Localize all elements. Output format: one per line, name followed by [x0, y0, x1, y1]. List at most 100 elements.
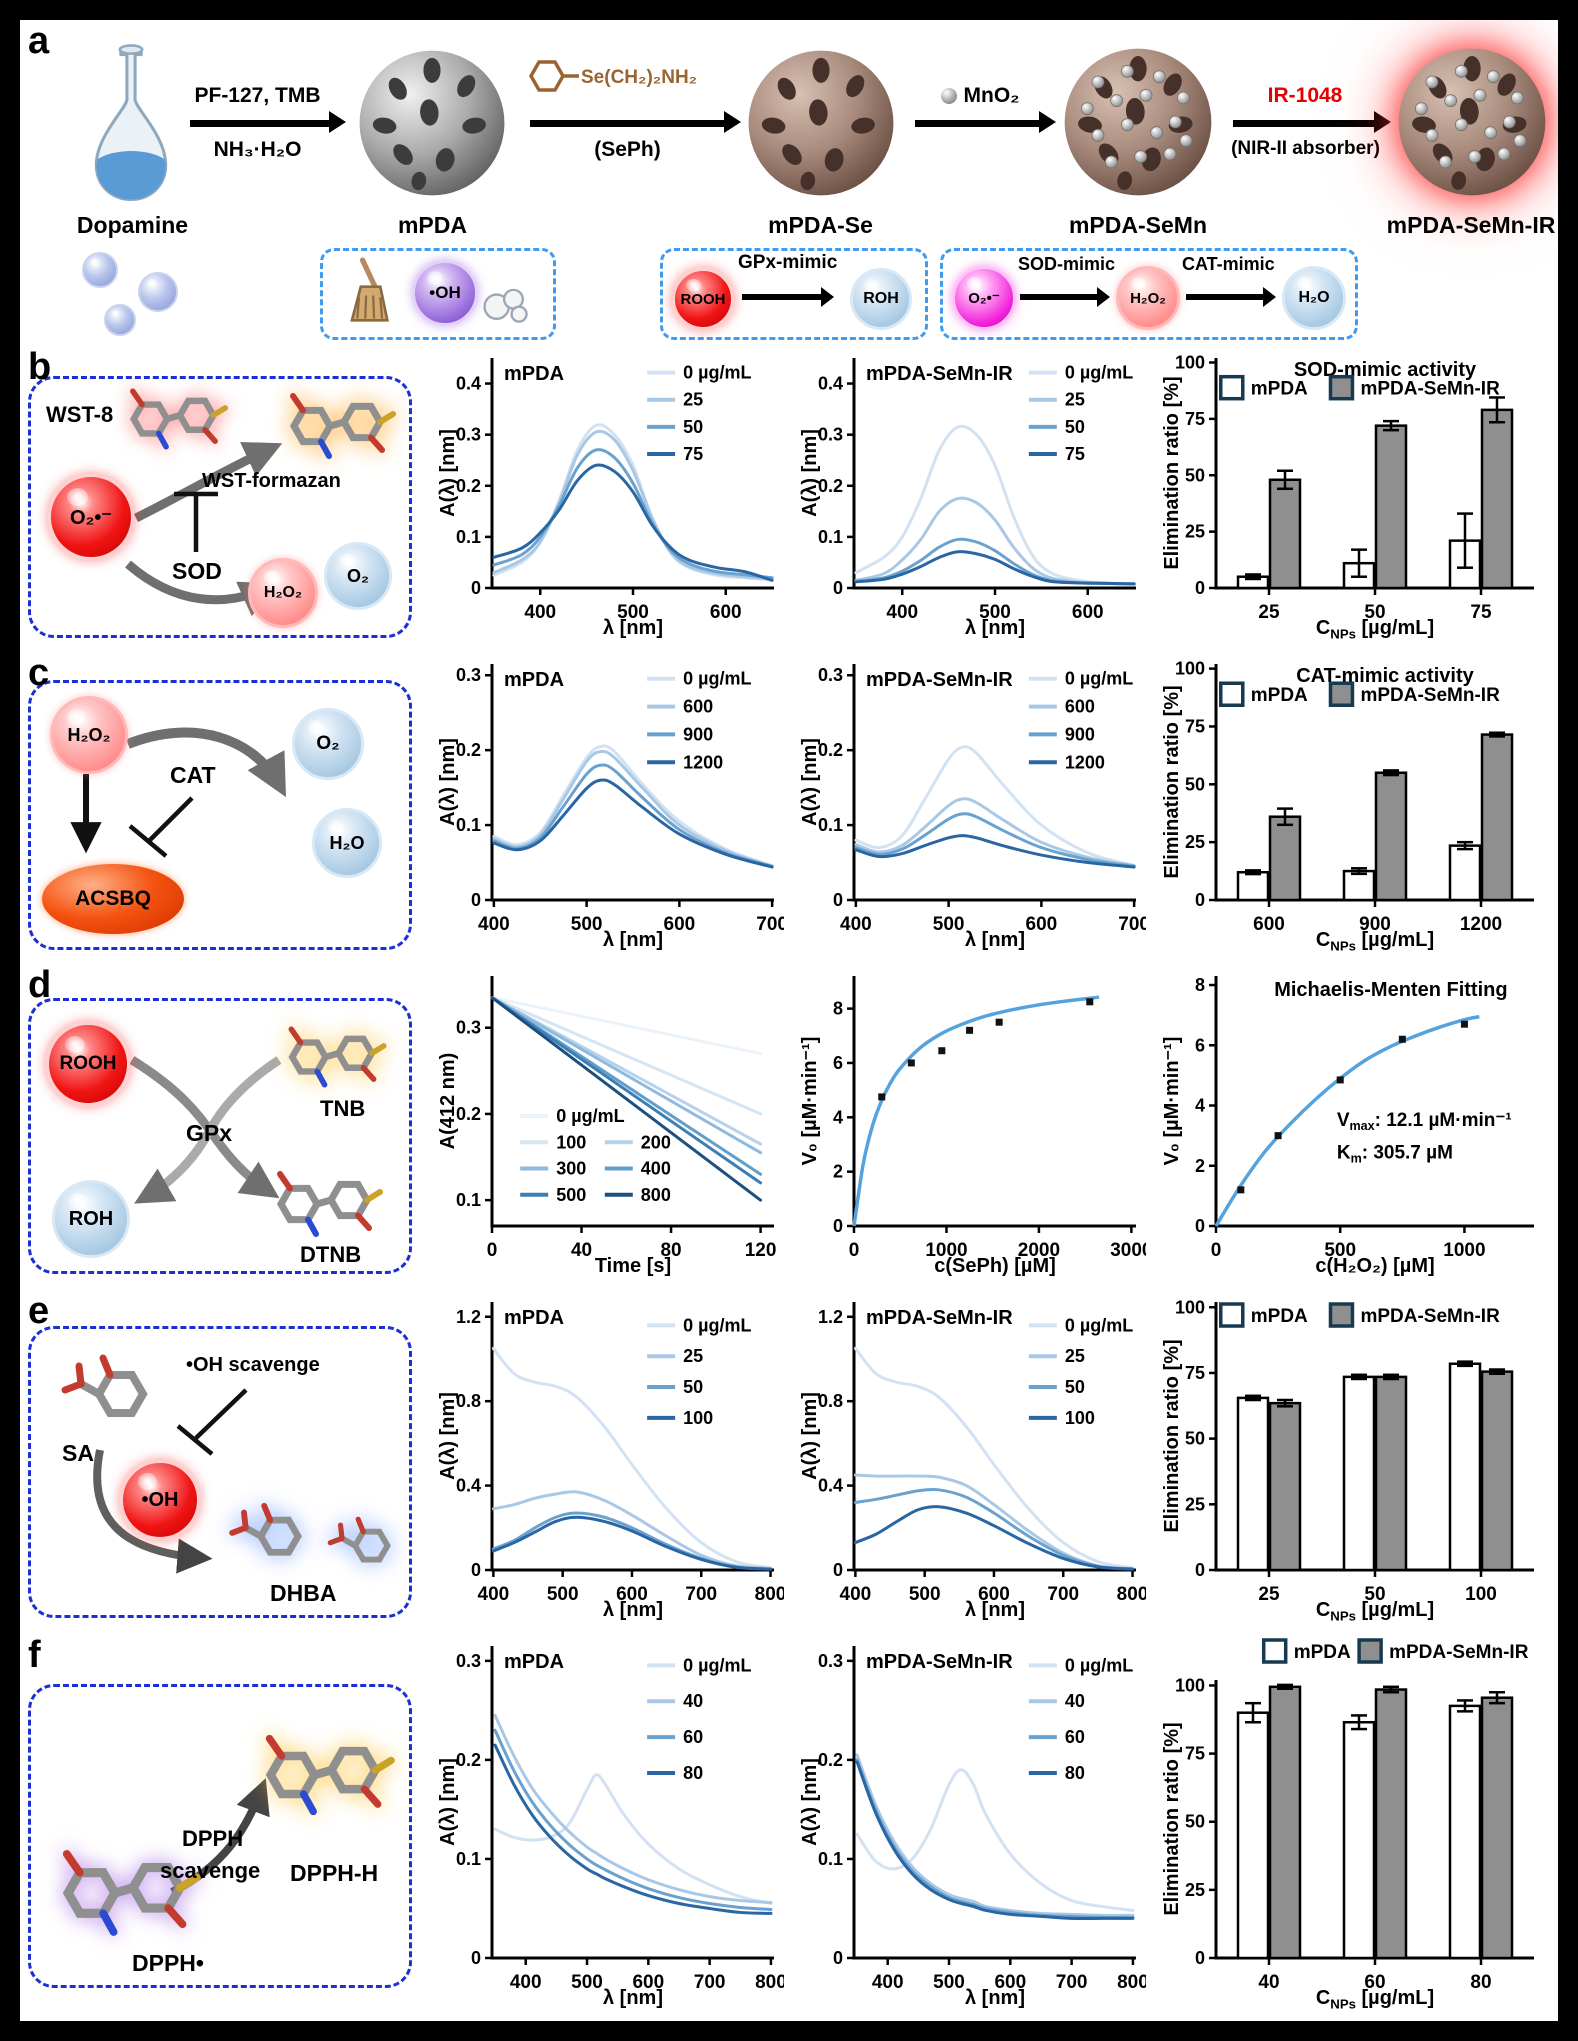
svg-text:75: 75 — [1185, 716, 1205, 736]
svg-text:100: 100 — [556, 1132, 586, 1152]
svg-text:400: 400 — [872, 1972, 904, 1993]
svg-text:Km​: 305.7 µM: Km​: 305.7 µM — [1337, 1143, 1453, 1166]
svg-text:Time [s]: Time [s] — [595, 1255, 671, 1277]
dust-puff-icon — [483, 288, 528, 323]
svg-text:Elimination ratio [%]: Elimination ratio [%] — [1161, 1339, 1183, 1532]
svg-text:0: 0 — [833, 578, 843, 598]
svg-text:0.1: 0.1 — [456, 1190, 481, 1210]
svg-text:700: 700 — [1056, 1972, 1088, 1993]
svg-text:Se(CH₂)₂NH₂: Se(CH₂)₂NH₂ — [581, 67, 697, 88]
svg-text:75: 75 — [1065, 444, 1085, 464]
chart-sod-activity-bars: 0 25 50 75 100 25 50 75 SOD-mimic activity mPDA mP… — [1152, 346, 1544, 642]
svg-text:25: 25 — [683, 390, 703, 410]
svg-text:0.1: 0.1 — [818, 527, 843, 547]
svg-text:600: 600 — [632, 1972, 664, 1993]
chart-cat-mpda-spectra: 0 0.1 0.2 0.3 400 500 600 700 0 µg/mL 600 900 1200 m… — [428, 652, 788, 954]
svg-text:75: 75 — [1470, 602, 1492, 623]
svg-text:400: 400 — [886, 602, 918, 623]
chart-gpx-kinetics: 0.1 0.2 0.3 0 40 80 120 0 µg/mL 100 200 300 400 500 8… — [428, 964, 784, 1280]
superoxide-bubble: O₂•⁻ — [48, 474, 134, 560]
gpx-label: GPx — [186, 1120, 233, 1146]
svg-text:0.2: 0.2 — [818, 476, 843, 496]
arrow4-top-label: IR-1048 — [1267, 84, 1343, 107]
svg-text:50: 50 — [1185, 1812, 1205, 1832]
svg-text:λ [nm]: λ [nm] — [603, 1599, 663, 1621]
panel-d-letter: d — [28, 964, 52, 1006]
svg-text:0.2: 0.2 — [456, 1750, 481, 1770]
seph-structure-icon: Se(CH₂)₂NH₂ — [528, 60, 697, 92]
svg-text:mPDA-SeMn-IR: mPDA-SeMn-IR — [1360, 685, 1500, 706]
panel-b-diagram: WST-8 WST-formazan O₂•⁻ SOD H₂O₂ O₂ — [24, 346, 422, 644]
svg-text:2000: 2000 — [1018, 1240, 1060, 1261]
panel-e: e SA •OH scavenge •OH DHBA 0 0.4 0.8 1.2 400… — [20, 1290, 1558, 1626]
svg-text:0: 0 — [471, 890, 481, 910]
wst-formazan-label: WST-formazan — [202, 470, 341, 492]
svg-text:40: 40 — [571, 1240, 592, 1261]
mpda-semn-sphere-icon — [1058, 42, 1218, 202]
svg-text:0: 0 — [1195, 1560, 1205, 1580]
reaction-arrow-1 — [190, 111, 346, 133]
panel-e-letter: e — [28, 1290, 50, 1332]
svg-text:900: 900 — [1359, 914, 1391, 935]
svg-text:0.1: 0.1 — [818, 1849, 843, 1869]
chart-sod-mpda-spectra: 0 0.1 0.2 0.3 0.4 400 500 600 0 µg/mL 25 50 75 mPDA λ… — [428, 346, 784, 642]
reaction-arrow-4 — [1233, 111, 1391, 133]
svg-text:25: 25 — [1185, 1880, 1205, 1900]
svg-text:600: 600 — [994, 1972, 1026, 1993]
chart-michaelis-menten-fit: 0 2 4 6 8 0 500 1000 Vmax​: 12.1 µM·min⁻¹ Km​: 30… — [1152, 964, 1544, 1280]
svg-text:4: 4 — [1195, 1096, 1205, 1116]
h2o-bubble: H₂O — [1282, 266, 1346, 330]
wst8-label: WST-8 — [46, 402, 114, 427]
svg-text:Elimination ratio [%]: Elimination ratio [%] — [1161, 376, 1183, 569]
svg-text:80: 80 — [1470, 1972, 1491, 1993]
svg-text:λ [nm]: λ [nm] — [965, 929, 1025, 951]
chart-dpph-semnir-spectra: 0 0.1 0.2 0.3 400 500 600 700 800 0 µg/mL 40 60 80 mP… — [790, 1634, 1149, 2012]
svg-text:CNPs​ [µg/mL]: CNPs​ [µg/mL] — [1316, 929, 1434, 953]
svg-text:50: 50 — [1065, 1377, 1085, 1397]
svg-text:600: 600 — [683, 697, 713, 717]
reaction-arrow-3 — [915, 111, 1056, 133]
rooh-bubble: ROOH — [672, 268, 734, 330]
svg-text:0.1: 0.1 — [456, 1849, 481, 1869]
svg-text:A(λ) [nm]: A(λ) [nm] — [437, 429, 459, 517]
svg-text:100: 100 — [1175, 1297, 1205, 1317]
rooh-bubble: ROOH — [46, 1022, 130, 1106]
wst8-molecule-icon — [116, 382, 231, 456]
svg-text:600: 600 — [1253, 914, 1285, 935]
svg-text:0: 0 — [1195, 1948, 1205, 1968]
panel-a: a Dopamine PF-127, TMB NH₃·H₂O mPDA Se(C… — [20, 20, 1558, 340]
svg-text:0.1: 0.1 — [456, 527, 481, 547]
h2o2-bubble: H₂O₂ — [248, 558, 318, 628]
svg-text:λ [nm]: λ [nm] — [965, 1599, 1025, 1621]
acsbq-oval: ACSBQ — [42, 864, 184, 934]
svg-text:50: 50 — [1364, 602, 1385, 623]
svg-text:600: 600 — [1026, 914, 1058, 935]
svg-text:25: 25 — [1185, 832, 1205, 852]
hydroxyl-radical-bubble: •OH — [120, 1460, 200, 1540]
svg-text:0.3: 0.3 — [818, 425, 843, 445]
svg-text:4: 4 — [833, 1107, 843, 1127]
h2o2-bubble: H₂O₂ — [1116, 266, 1180, 330]
chart-cat-activity-bars: 0 25 50 75 100 600 900 1200 CAT-mimic activity mP… — [1152, 652, 1544, 954]
svg-text:0 µg/mL: 0 µg/mL — [683, 363, 751, 383]
svg-text:mPDA: mPDA — [504, 363, 564, 385]
svg-text:c(H₂O₂) [µM]: c(H₂O₂) [µM] — [1315, 1255, 1434, 1277]
svg-text:25: 25 — [683, 1346, 703, 1366]
svg-text:700: 700 — [756, 914, 784, 935]
svg-text:400: 400 — [840, 1584, 872, 1605]
dpph-scavenge-label-1: DPPH — [182, 1826, 244, 1851]
dopamine-molecule-icon — [82, 252, 118, 288]
h2o-bubble: H₂O — [312, 808, 382, 878]
svg-text:0.3: 0.3 — [456, 665, 481, 685]
svg-text:0.3: 0.3 — [818, 1651, 843, 1671]
svg-text:400: 400 — [478, 1584, 510, 1605]
svg-text:0 µg/mL: 0 µg/mL — [1065, 1315, 1133, 1335]
svg-text:500: 500 — [556, 1185, 586, 1205]
svg-text:120: 120 — [745, 1240, 777, 1261]
svg-text:50: 50 — [683, 1377, 703, 1397]
cat-label: CAT — [170, 762, 216, 788]
gpx-mimic-title: GPx-mimic — [738, 252, 838, 273]
svg-text:500: 500 — [909, 1584, 941, 1605]
svg-text:mPDA: mPDA — [1251, 379, 1308, 400]
